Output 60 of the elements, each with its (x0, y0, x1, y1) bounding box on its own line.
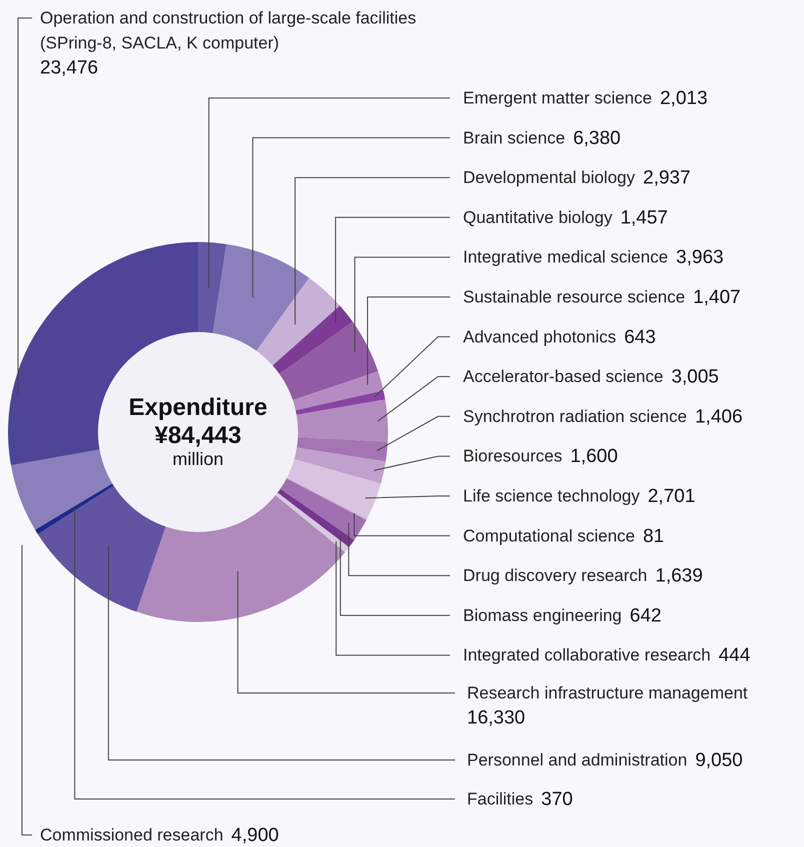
donut-slice (38, 486, 166, 612)
data-label: 2,701 (648, 486, 696, 506)
slice-label: Drug discovery research (463, 566, 648, 586)
slice-label: Biomass engineering (463, 606, 622, 625)
data-label: 16,330 (467, 708, 526, 728)
slice-label: Integrative medical science (463, 248, 668, 267)
slice-label: Integrated collaborative research (463, 646, 711, 665)
slice-label: Accelerator-based science (463, 367, 664, 386)
data-label: 1,600 (570, 446, 618, 467)
donut-slice (294, 448, 386, 484)
donut-slice (296, 390, 386, 415)
donut-slice (280, 478, 366, 540)
slice-label: Life science technology (463, 486, 640, 506)
slice-label: Sustainable resource science (463, 288, 686, 306)
data-label: 1,457 (620, 206, 668, 228)
slice-label: Synchrotron radiation science (463, 406, 687, 426)
slice-label: Computational science (463, 526, 635, 546)
slice-label: Quantitative biology (463, 208, 612, 227)
slice-label: Developmental biology (463, 168, 635, 188)
data-label: 1,639 (655, 565, 703, 586)
donut-slice (292, 371, 384, 410)
donut-slice (296, 437, 388, 462)
data-label: 2,937 (643, 167, 691, 188)
data-label: 2,013 (660, 88, 708, 108)
data-label: 370 (541, 788, 573, 810)
data-label: 444 (718, 644, 751, 666)
donut-slice (35, 483, 114, 534)
donut-slice (272, 306, 353, 374)
donut-slice (136, 495, 346, 622)
data-label: 9,050 (695, 750, 743, 770)
data-label: 23,476 (40, 58, 98, 78)
slice-label: Operation and construction of large-scale facilities (SPring-8, SACLA, K computer) (40, 8, 416, 52)
slice-label: Personnel and administration (467, 750, 688, 770)
slice-label: Advanced photonics (463, 327, 616, 346)
donut-slice (212, 244, 310, 351)
slice-label: Research infrastructure management (467, 684, 748, 702)
donut-slice (279, 322, 378, 400)
donut-slice (296, 399, 388, 442)
data-label: 642 (630, 604, 662, 626)
slice-label: Facilities (467, 790, 534, 808)
donut-slice (10, 450, 112, 530)
data-label: 3,005 (671, 366, 719, 388)
donut-slice (256, 278, 340, 366)
donut-slice (286, 478, 367, 520)
data-label: 81 (642, 525, 664, 546)
text: ¥84,443 (154, 422, 242, 450)
data-label: 643 (624, 326, 656, 348)
text: million (171, 449, 224, 470)
data-label: 3,963 (676, 246, 724, 268)
data-label: 6,380 (573, 127, 621, 148)
data-label: 4,900 (231, 824, 279, 846)
slice-label: Bioresources (463, 446, 562, 466)
slice-label: Emergent matter science (463, 88, 652, 108)
text: Expenditure (128, 394, 268, 422)
slice-label: Brain science (463, 128, 566, 148)
data-label: 1,406 (694, 406, 743, 427)
donut-slice (198, 242, 226, 334)
slice-label: Commissioned research (40, 826, 224, 844)
data-label: 1,407 (693, 286, 741, 308)
donut-slice (286, 459, 381, 520)
